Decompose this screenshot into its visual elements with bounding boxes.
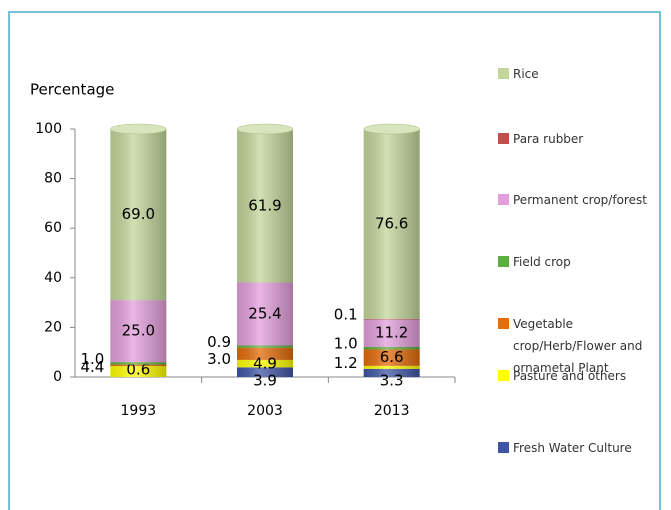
data-label: 4.9 — [253, 354, 277, 372]
bar-shade — [363, 319, 420, 347]
y-tick-label: 80 — [44, 171, 62, 187]
data-label: 0.1 — [334, 306, 358, 324]
data-label: 0.6 — [126, 361, 150, 379]
bar-shade — [110, 364, 167, 367]
legend-swatch — [498, 133, 509, 144]
data-label: 76.6 — [375, 214, 408, 232]
bar-shade — [110, 362, 167, 365]
legend-label: Vegetable crop/Herb/Flower and ornametal… — [513, 317, 643, 375]
legend-swatch — [498, 318, 509, 329]
legend-label: Pasture and others — [513, 369, 627, 383]
data-label: 1.0 — [334, 335, 358, 353]
data-label: 69.0 — [122, 205, 155, 223]
bar-shade — [110, 300, 167, 363]
legend-swatch — [498, 442, 509, 453]
y-tick-label: 20 — [44, 319, 62, 335]
bar-shade — [237, 345, 293, 348]
data-label: 3.3 — [380, 372, 404, 390]
data-label: 0.9 — [207, 333, 231, 351]
data-label: 1.2 — [334, 354, 358, 372]
legend-item: Fresh Water Culture — [498, 437, 663, 459]
bar-shade — [363, 346, 420, 350]
bar-shade — [237, 282, 293, 346]
x-tick-label: 2013 — [374, 403, 410, 419]
y-tick-label: 100 — [35, 121, 62, 137]
data-label: 25.4 — [248, 305, 281, 323]
bar-shade — [237, 359, 293, 368]
legend-swatch — [498, 68, 509, 79]
legend-swatch — [498, 370, 509, 381]
bar-cap — [110, 123, 167, 135]
legend-label: Fresh Water Culture — [513, 441, 632, 455]
legend-label: Permanent crop/forest — [513, 193, 647, 207]
bar-shade — [363, 129, 420, 319]
bar-shade — [363, 365, 420, 369]
x-tick-label: 1993 — [121, 403, 157, 419]
bar-shade — [110, 129, 167, 301]
data-label: 3.9 — [253, 372, 277, 390]
data-label: 1.0 — [80, 350, 104, 368]
y-tick-label: 60 — [44, 220, 62, 236]
data-label: 3.0 — [207, 350, 231, 368]
legend-item: Vegetable crop/Herb/Flower and ornametal… — [498, 313, 663, 379]
bar-shade — [237, 129, 293, 283]
data-label: 6.6 — [380, 348, 404, 366]
y-axis-title: Percentage — [30, 81, 114, 99]
bar-shade — [110, 366, 167, 377]
bar-cap — [236, 123, 294, 135]
y-tick-label: 40 — [44, 270, 62, 286]
legend-label: Field crop — [513, 255, 571, 269]
frame-border — [8, 11, 661, 510]
bar-shade — [363, 368, 420, 377]
data-label: 61.9 — [248, 196, 281, 214]
bar-shade — [363, 349, 420, 366]
legend-swatch — [498, 256, 509, 267]
bar-cap — [363, 123, 420, 135]
legend-label: Para rubber — [513, 132, 584, 146]
legend-item: Rice — [498, 63, 663, 85]
x-tick-label: 2003 — [247, 403, 283, 419]
bar-shade — [363, 318, 420, 320]
legend-label: Rice — [513, 67, 539, 81]
bar-shade — [237, 367, 293, 377]
data-label: 11.2 — [375, 324, 408, 342]
data-label: 25.0 — [122, 322, 155, 340]
data-label: 4.4 — [80, 358, 104, 376]
legend-item: Field crop — [498, 251, 663, 273]
bar-shade — [237, 347, 293, 360]
legend-item: Permanent crop/forest — [498, 189, 663, 211]
legend-swatch — [498, 194, 509, 205]
legend-item: Para rubber — [498, 128, 663, 150]
legend-item: Pasture and others — [498, 365, 663, 387]
y-tick-label: 0 — [53, 369, 62, 385]
